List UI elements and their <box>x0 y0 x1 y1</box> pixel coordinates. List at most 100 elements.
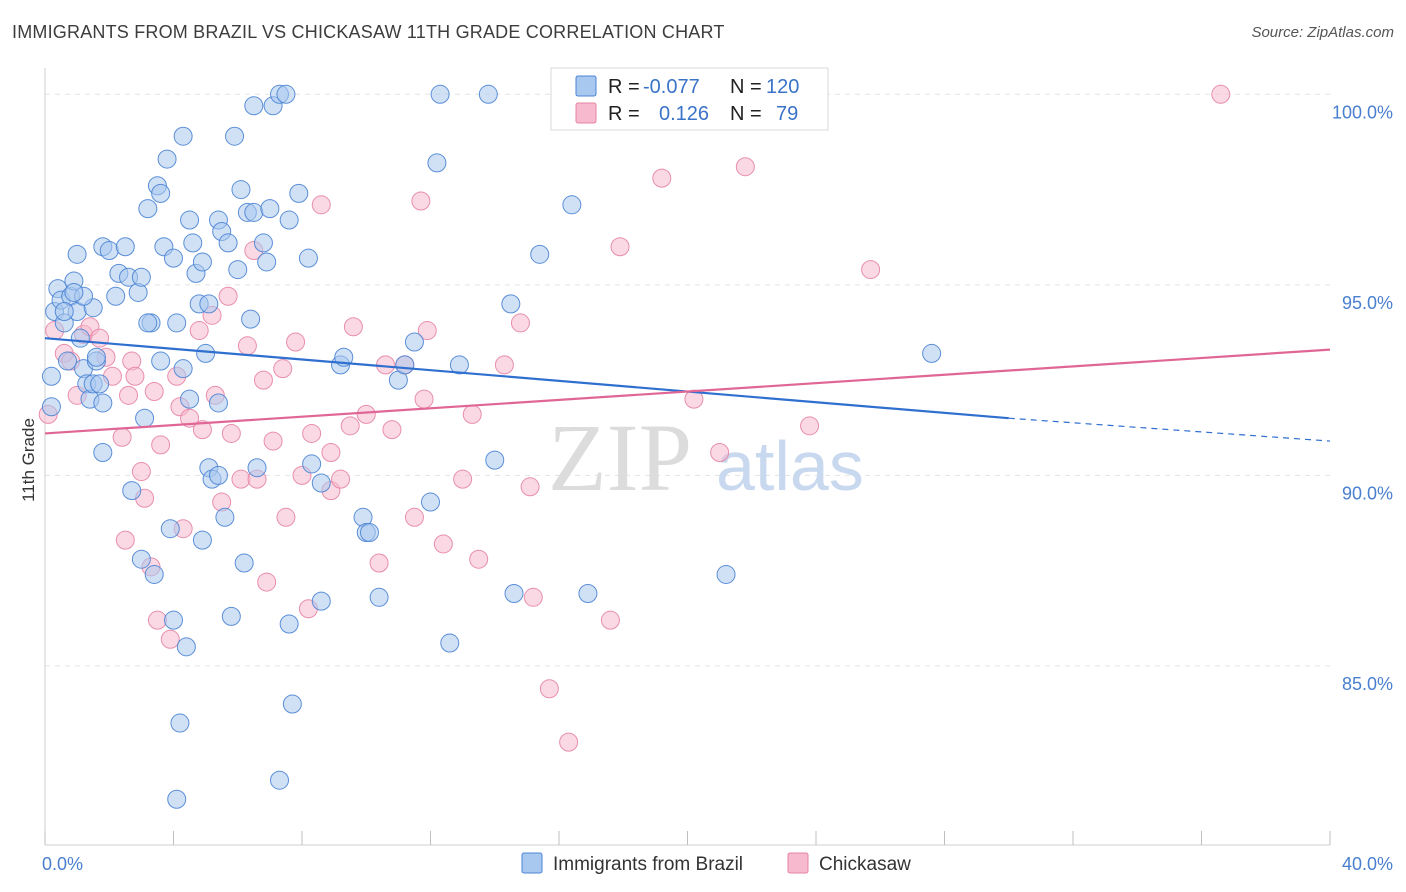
point-brazil <box>302 454 322 474</box>
point-brazil <box>54 302 74 322</box>
points-layer <box>38 84 1231 809</box>
point-chickasaw <box>453 469 473 489</box>
point-brazil <box>144 564 164 584</box>
point-brazil <box>716 564 736 584</box>
point-chickasaw <box>331 469 351 489</box>
point-chickasaw <box>276 507 296 527</box>
point-brazil <box>183 233 203 253</box>
point-chickasaw <box>510 313 530 333</box>
point-brazil <box>180 389 200 409</box>
point-brazil <box>160 519 180 539</box>
point-brazil <box>93 393 113 413</box>
point-chickasaw <box>343 317 363 337</box>
point-brazil <box>164 248 183 268</box>
point-brazil <box>430 84 450 104</box>
y-tick-label: 85.0% <box>1342 674 1393 694</box>
point-brazil <box>530 244 550 264</box>
point-brazil <box>311 473 331 493</box>
y-axis-label: 11th Grade <box>19 418 38 502</box>
point-chickasaw <box>411 191 431 211</box>
point-brazil <box>199 294 219 314</box>
point-brazil <box>247 458 267 478</box>
point-brazil <box>167 313 187 333</box>
point-chickasaw <box>273 359 293 379</box>
point-brazil <box>67 244 87 264</box>
point-brazil <box>70 328 90 348</box>
point-chickasaw <box>237 336 257 356</box>
bottom-legend-brazil: Immigrants from Brazil <box>553 854 743 875</box>
point-chickasaw <box>369 553 389 573</box>
point-brazil <box>241 309 261 329</box>
point-chickasaw <box>253 370 273 390</box>
point-brazil <box>192 530 212 550</box>
point-chickasaw <box>600 610 620 630</box>
point-brazil <box>93 443 113 462</box>
point-brazil <box>173 126 193 146</box>
point-brazil <box>218 233 238 253</box>
point-brazil <box>180 210 200 230</box>
legend-swatch-pink <box>575 102 597 124</box>
point-chickasaw <box>523 587 543 607</box>
legend-n-label-2: N = <box>730 103 762 125</box>
point-chickasaw <box>414 389 434 409</box>
legend-r-label-1: R = <box>608 76 640 98</box>
legend-n-value-2: 79 <box>776 103 798 125</box>
point-chickasaw <box>286 332 306 352</box>
point-brazil <box>501 294 521 314</box>
bottom-legend-swatch-brazil <box>521 852 543 874</box>
trend-line-brazil-extension <box>1008 417 1331 442</box>
point-brazil <box>234 553 254 573</box>
point-brazil <box>151 351 171 371</box>
point-chickasaw <box>652 168 672 188</box>
point-chickasaw <box>433 534 453 554</box>
chart-title: IMMIGRANTS FROM BRAZIL VS CHICKASAW 11TH… <box>12 22 725 42</box>
legend-r-value-2: 0.126 <box>659 103 709 125</box>
point-brazil <box>115 237 135 257</box>
y-tick-label: 100.0% <box>1332 102 1393 122</box>
point-chickasaw <box>218 286 238 306</box>
point-chickasaw <box>147 610 167 630</box>
point-brazil <box>122 481 142 501</box>
point-chickasaw <box>311 195 331 215</box>
legend-box: R = -0.077 N = 120 R = 0.126 N = 79 <box>550 67 829 131</box>
point-chickasaw <box>356 404 376 424</box>
point-chickasaw <box>404 507 424 527</box>
point-brazil <box>192 252 212 272</box>
point-chickasaw <box>144 382 164 402</box>
bottom-legend-swatch-chickasaw <box>787 852 809 874</box>
point-chickasaw <box>302 423 322 443</box>
point-chickasaw <box>800 416 820 436</box>
point-chickasaw <box>115 530 135 550</box>
point-chickasaw <box>861 260 881 280</box>
point-chickasaw <box>462 404 482 424</box>
point-brazil <box>404 332 424 352</box>
point-brazil <box>578 583 598 603</box>
point-brazil <box>922 343 942 363</box>
point-brazil <box>138 199 158 219</box>
point-brazil <box>244 96 264 116</box>
point-brazil <box>427 153 447 173</box>
source-note: Source: ZipAtlas.com <box>1251 24 1394 41</box>
trend-layer <box>44 337 1331 442</box>
x-tick-label: 40.0% <box>1342 854 1393 874</box>
point-brazil <box>208 465 228 485</box>
point-brazil <box>449 355 469 375</box>
point-chickasaw <box>382 420 402 440</box>
point-chickasaw <box>494 355 514 375</box>
point-brazil <box>504 583 524 603</box>
point-brazil <box>395 355 415 375</box>
point-chickasaw <box>559 732 579 752</box>
legend-frame <box>550 67 829 131</box>
point-brazil <box>167 789 187 809</box>
point-brazil <box>106 286 126 306</box>
point-chickasaw <box>469 549 489 569</box>
point-brazil <box>157 149 177 169</box>
point-brazil <box>164 610 183 630</box>
point-brazil <box>369 587 389 607</box>
point-chickasaw <box>520 477 540 497</box>
legend-swatch-blue <box>575 75 597 97</box>
legend-n-label-1: N = <box>730 76 762 98</box>
legend-r-label-2: R = <box>608 103 640 125</box>
point-brazil <box>359 523 379 543</box>
y-tick-label: 95.0% <box>1342 293 1393 313</box>
